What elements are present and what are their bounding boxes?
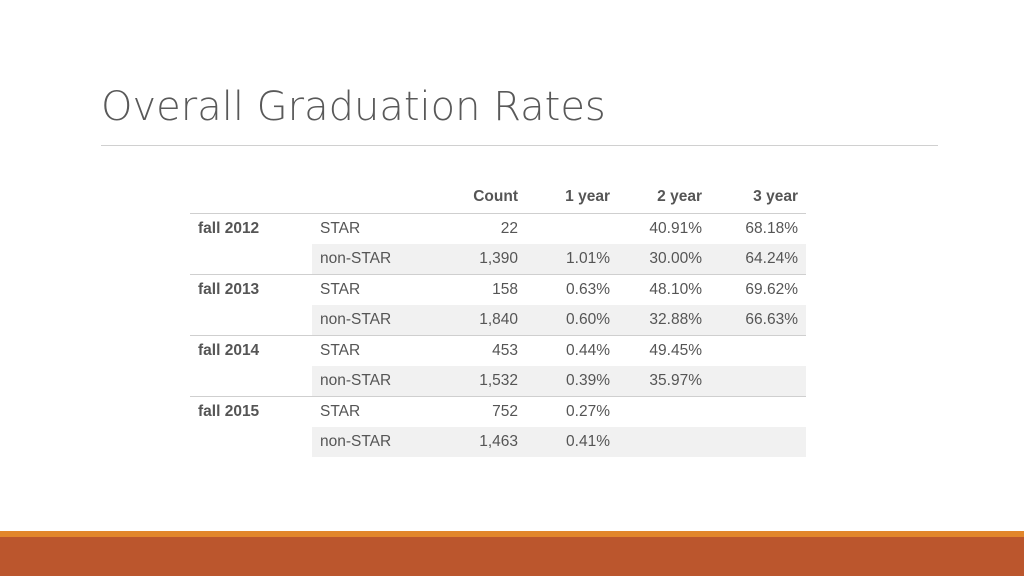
- table-row: fall 2014 STAR 453 0.44% 49.45%: [190, 335, 806, 397]
- header-count: Count: [440, 181, 526, 214]
- cohort-label: fall 2012: [198, 220, 260, 237]
- title-divider: [101, 145, 938, 146]
- year2-cell: 49.45%: [618, 335, 710, 366]
- year2-cell: [618, 396, 710, 427]
- graduation-rates-table: Count 1 year 2 year 3 year fall 2012 STA…: [190, 181, 806, 457]
- year3-cell: [710, 366, 806, 397]
- year1-cell: 0.60%: [526, 305, 618, 336]
- row-label: STAR: [312, 335, 440, 366]
- year2-cell: 32.88%: [618, 305, 710, 336]
- year1-cell: 0.39%: [526, 366, 618, 397]
- cohort-label: fall 2013: [190, 274, 312, 336]
- year1-cell: 1.01%: [526, 244, 618, 275]
- cohort-label: fall 2014: [190, 335, 312, 397]
- year3-cell: [710, 335, 806, 366]
- count-cell: 22: [500, 220, 518, 237]
- header-cohort: [190, 181, 312, 214]
- table-row: non-STAR 1,463 0.41%: [190, 427, 806, 457]
- year3-cell: [710, 396, 806, 427]
- table-row: fall 2015 STAR 752 0.27%: [190, 396, 806, 457]
- row-label: non-STAR: [312, 366, 440, 397]
- year3-cell: [710, 427, 806, 457]
- table-row: fall 2013 STAR 158 0.63% 48.10% 69.62%: [190, 274, 806, 336]
- row-label: non-STAR: [312, 427, 440, 457]
- row-label: STAR: [312, 396, 440, 427]
- count-cell: 1,463: [440, 427, 526, 457]
- count-cell: 1,390: [440, 244, 526, 275]
- year2-cell: 40.91%: [649, 220, 702, 237]
- count-cell: 1,532: [440, 366, 526, 397]
- year1-cell: 0.63%: [526, 274, 618, 305]
- year1-cell: [526, 214, 618, 245]
- count-cell: 1,840: [440, 305, 526, 336]
- year3-cell: 66.63%: [710, 305, 806, 336]
- footer-accent-band: [0, 537, 1024, 576]
- row-label: non-STAR: [312, 244, 440, 275]
- year2-cell: 48.10%: [618, 274, 710, 305]
- table-row: non-STAR 1,390 1.01% 30.00% 64.24%: [190, 244, 806, 275]
- header-1-year: 1 year: [526, 181, 618, 214]
- year1-cell: 0.41%: [526, 427, 618, 457]
- year3-cell: 69.62%: [710, 274, 806, 305]
- row-label: STAR: [320, 220, 361, 237]
- footer-accent-stripe: [0, 531, 1024, 537]
- count-cell: 453: [440, 335, 526, 366]
- year2-cell: 30.00%: [618, 244, 710, 275]
- year2-cell: 35.97%: [618, 366, 710, 397]
- header-group: [312, 181, 440, 214]
- header-2-year: 2 year: [618, 181, 710, 214]
- header-3-year: 3 year: [710, 181, 806, 214]
- year1-cell: 0.44%: [526, 335, 618, 366]
- year3-cell: 68.18%: [745, 220, 798, 237]
- year2-cell: [618, 427, 710, 457]
- slide-title: Overall Graduation Rates: [101, 84, 606, 130]
- count-cell: 752: [440, 396, 526, 427]
- graduation-rates-table-container: Count 1 year 2 year 3 year fall 2012 STA…: [190, 181, 806, 457]
- cohort-label: fall 2015: [190, 396, 312, 457]
- count-cell: 158: [440, 274, 526, 305]
- row-label: non-STAR: [312, 305, 440, 336]
- year3-cell: 64.24%: [710, 244, 806, 275]
- year1-cell: 0.27%: [526, 396, 618, 427]
- table-row: non-STAR 1,840 0.60% 32.88% 66.63%: [190, 305, 806, 336]
- table-row: fall 2012 STAR 22 40.91% 68.18%: [190, 214, 806, 245]
- table-row: non-STAR 1,532 0.39% 35.97%: [190, 366, 806, 397]
- table-header-row: Count 1 year 2 year 3 year: [190, 181, 806, 214]
- row-label: STAR: [312, 274, 440, 305]
